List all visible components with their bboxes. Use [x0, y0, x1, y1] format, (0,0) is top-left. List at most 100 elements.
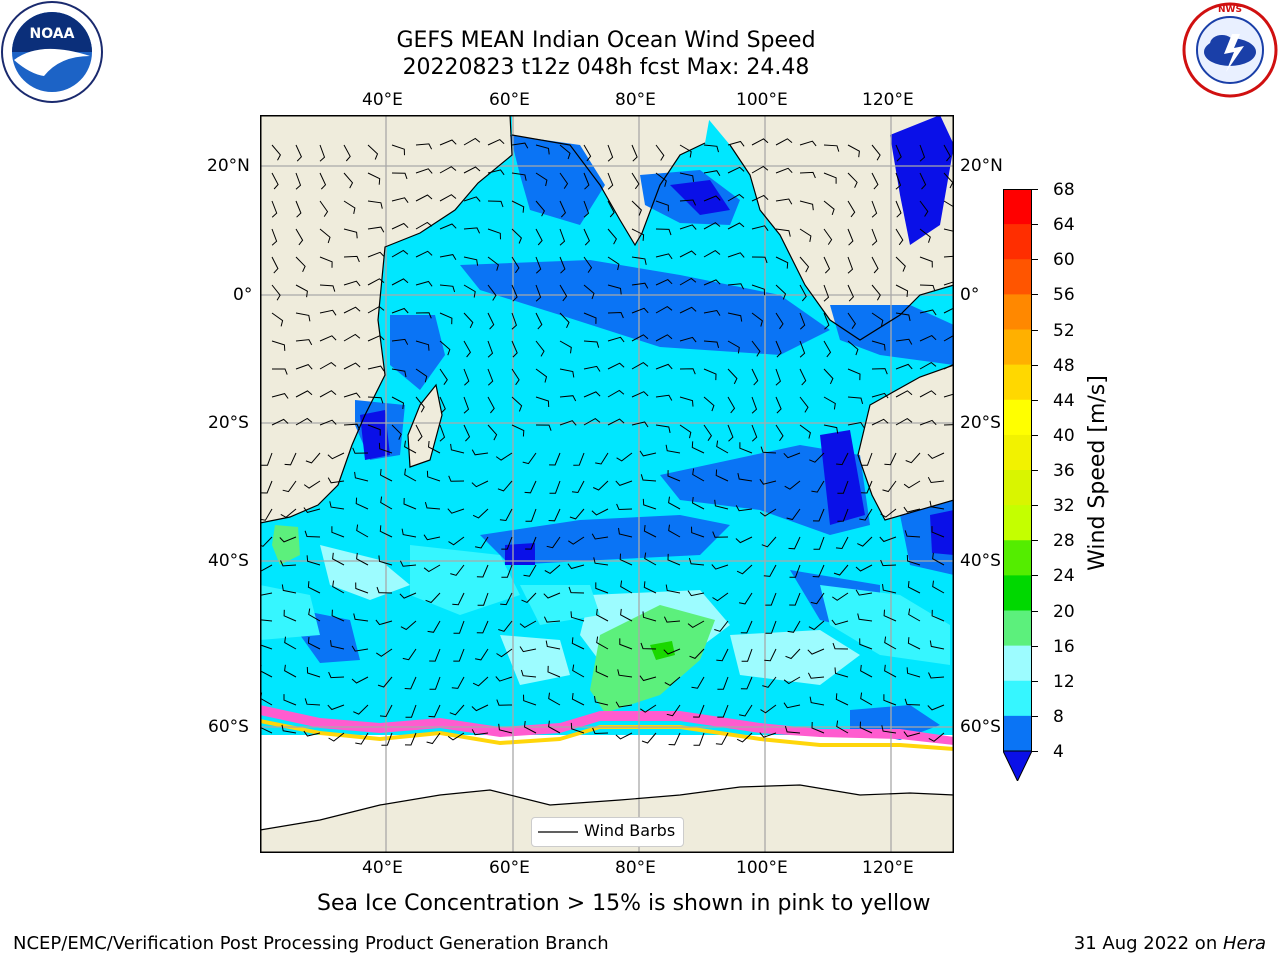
wind-barb [487, 139, 505, 146]
wind-barb [799, 140, 817, 147]
wind-barb [759, 508, 777, 517]
wind-barb [703, 368, 717, 381]
wind-barb [498, 620, 513, 632]
wind-barb [595, 665, 609, 678]
colorbar-segment [1003, 329, 1032, 366]
wind-barb [895, 363, 913, 370]
wind-barb [463, 424, 471, 442]
wind-barb [583, 256, 593, 273]
wind-barb [332, 552, 345, 566]
wind-barb [570, 611, 585, 622]
colorbar-tick-mark [1032, 294, 1038, 296]
wind-barb [883, 694, 897, 706]
wind-barb [631, 228, 645, 241]
lon-top-label: 100°E [736, 90, 788, 110]
wind-barb [295, 312, 311, 322]
wind-barb [943, 200, 954, 214]
wind-barb [367, 144, 379, 160]
wind-barb [927, 704, 945, 711]
wind-barb [594, 696, 609, 706]
wind-barb [567, 563, 585, 570]
wind-barb [787, 620, 801, 633]
wind-barb [355, 582, 369, 594]
wind-barb [439, 139, 457, 146]
wind-barb [319, 419, 337, 426]
wind-barb [367, 305, 385, 314]
wind-barb [501, 536, 513, 550]
wind-barb [304, 698, 321, 706]
wind-barb [535, 256, 542, 274]
wind-barb [762, 676, 777, 688]
wind-barb [943, 144, 951, 162]
wind-barb [871, 144, 881, 161]
wind-barb [447, 732, 465, 741]
wind-barb [415, 143, 433, 150]
wind-barb [871, 418, 889, 426]
wind-barb [439, 223, 457, 230]
wind-barb [332, 580, 345, 594]
wind-barb [343, 255, 360, 263]
map-border [260, 115, 954, 853]
wind-barb [904, 530, 921, 538]
wind-barb [679, 424, 692, 439]
colorbar-tick-label: 32 [1053, 496, 1075, 517]
wind-barb [859, 508, 873, 521]
coastlines [260, 115, 954, 831]
wind-barb [548, 692, 561, 706]
wind-barb [823, 256, 831, 274]
wind-barb [871, 284, 881, 301]
wind-barb [415, 168, 433, 174]
wind-barb [522, 452, 537, 465]
wind-barb [284, 636, 297, 650]
wind-barb [559, 256, 566, 274]
wind-barb [847, 340, 859, 356]
lat-right-label: 0° [960, 285, 980, 305]
wind-barb [693, 732, 705, 746]
wind-barb [618, 527, 633, 538]
wind-barb [559, 368, 575, 378]
land-africa [260, 115, 512, 523]
wind-barb [615, 701, 633, 708]
wind-barb [691, 676, 705, 689]
wind-barb [343, 362, 361, 370]
lat-left-label: 60°S [208, 717, 249, 737]
wind-barb [943, 393, 954, 398]
colorbar-tick-mark [1032, 189, 1038, 190]
wind-barb [415, 396, 425, 413]
wind-barb [882, 584, 897, 594]
wind-barb [404, 676, 417, 690]
wind-barb [367, 335, 385, 342]
wind-barb [737, 472, 753, 482]
wind-barb [511, 312, 517, 330]
wind-barb [319, 172, 327, 190]
wind-barb [425, 592, 441, 604]
wind-barb [367, 172, 381, 185]
wind-barb [871, 256, 879, 274]
wind-barb [665, 584, 681, 594]
wind-barb [834, 667, 849, 678]
wind-barb [736, 732, 753, 743]
wind-barb [895, 390, 913, 398]
wind-barb [847, 228, 854, 246]
wind-barb [727, 283, 745, 290]
wind-barb [495, 452, 513, 461]
lon-bottom-label: 60°E [489, 858, 530, 878]
wind-barb [279, 536, 297, 543]
wind-barb [559, 200, 566, 218]
wind-barb [788, 536, 801, 550]
wind-barb [354, 471, 369, 482]
wind-barb [305, 452, 321, 464]
wind-barb [655, 363, 673, 370]
wind-barb [343, 228, 358, 239]
wind-barb [847, 200, 856, 218]
wind-barb [572, 664, 585, 678]
wind-barb [400, 620, 417, 631]
footer-date: 31 Aug 2022 on Hera [1074, 933, 1266, 955]
wind-barb [764, 648, 777, 662]
wind-barb [823, 228, 833, 245]
wind-barb [511, 340, 518, 358]
wind-barb [331, 526, 345, 538]
wind-barb [328, 671, 345, 679]
wind-barb [471, 704, 489, 712]
wind-barb [499, 508, 513, 522]
